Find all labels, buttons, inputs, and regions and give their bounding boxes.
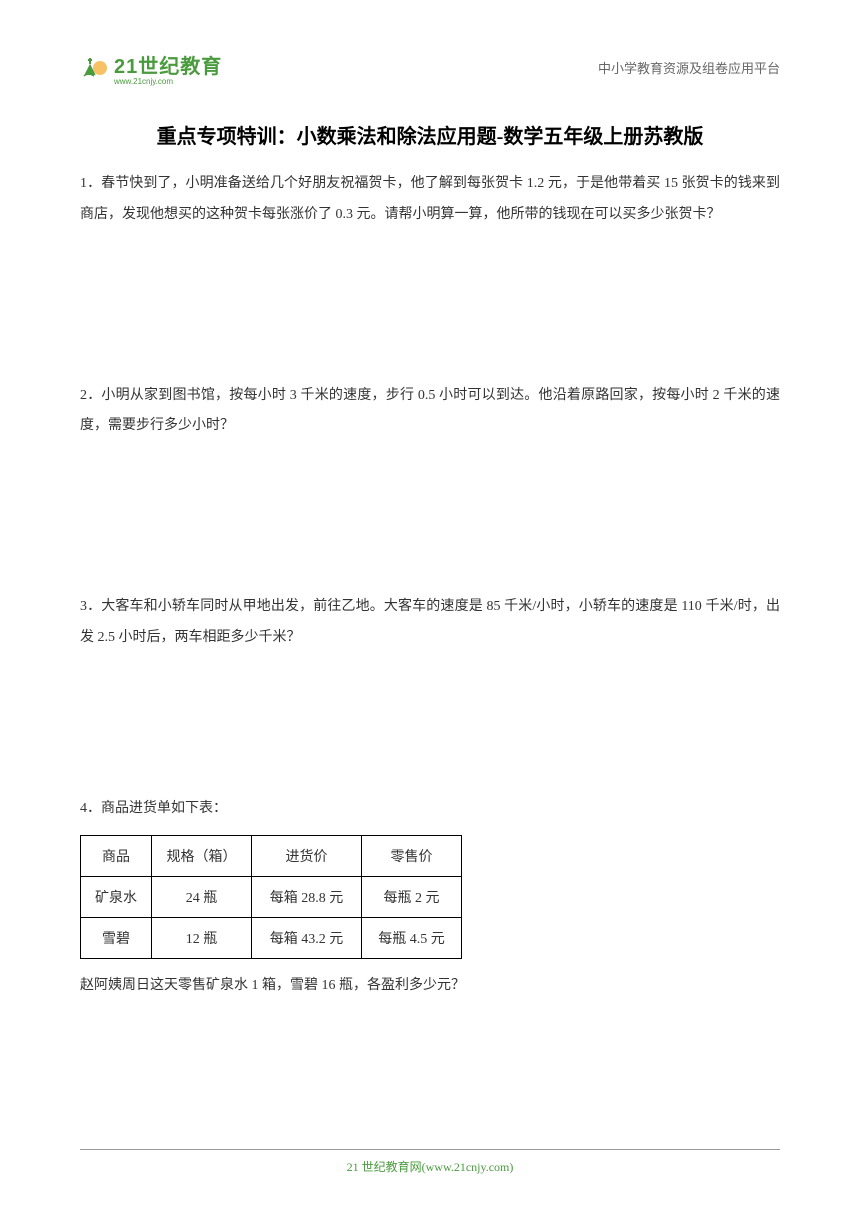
- table-cell: 每瓶 4.5 元: [362, 917, 462, 958]
- footer-text: 21 世纪教育网(www.21cnjy.com): [347, 1160, 514, 1174]
- logo-sub-text: www.21cnjy.com: [114, 77, 222, 86]
- table-cell: 雪碧: [81, 917, 152, 958]
- question-3: 3．大客车和小轿车同时从甲地出发，前往乙地。大客车的速度是 85 千米/小时，小…: [80, 592, 780, 654]
- question-4-intro: 4．商品进货单如下表：: [80, 794, 780, 825]
- page-title: 重点专项特训：小数乘法和除法应用题-数学五年级上册苏教版: [80, 120, 780, 149]
- page-container: 21世纪教育 www.21cnjy.com 中小学教育资源及组卷应用平台 重点专…: [0, 0, 860, 1216]
- goods-table: 商品 规格（箱） 进货价 零售价 矿泉水 24 瓶 每箱 28.8 元 每瓶 2…: [80, 835, 462, 959]
- page-header: 21世纪教育 www.21cnjy.com 中小学教育资源及组卷应用平台: [80, 50, 780, 90]
- question-1: 1．春节快到了，小明准备送给几个好朋友祝福贺卡，他了解到每张贺卡 1.2 元，于…: [80, 169, 780, 231]
- logo-text-wrapper: 21世纪教育 www.21cnjy.com: [114, 50, 222, 86]
- logo-icon: [80, 54, 108, 82]
- table-cell: 每瓶 2 元: [362, 876, 462, 917]
- table-cell: 矿泉水: [81, 876, 152, 917]
- logo-area: 21世纪教育 www.21cnjy.com: [80, 50, 222, 86]
- table-header-cell: 规格（箱）: [152, 835, 252, 876]
- question-4-after-table: 赵阿姨周日这天零售矿泉水 1 箱，雪碧 16 瓶，各盈利多少元？: [80, 971, 780, 1002]
- page-footer: 21 世纪教育网(www.21cnjy.com): [80, 1149, 780, 1176]
- table-header-cell: 零售价: [362, 835, 462, 876]
- header-right-text: 中小学教育资源及组卷应用平台: [598, 58, 780, 77]
- logo-main-text: 21世纪教育: [114, 50, 222, 79]
- table-cell: 每箱 28.8 元: [252, 876, 362, 917]
- table-cell: 24 瓶: [152, 876, 252, 917]
- goods-table-wrapper: 商品 规格（箱） 进货价 零售价 矿泉水 24 瓶 每箱 28.8 元 每瓶 2…: [80, 835, 780, 959]
- table-row: 矿泉水 24 瓶 每箱 28.8 元 每瓶 2 元: [81, 876, 462, 917]
- table-cell: 12 瓶: [152, 917, 252, 958]
- table-header-cell: 商品: [81, 835, 152, 876]
- table-header-row: 商品 规格（箱） 进货价 零售价: [81, 835, 462, 876]
- question-2: 2．小明从家到图书馆，按每小时 3 千米的速度，步行 0.5 小时可以到达。他沿…: [80, 381, 780, 443]
- table-header-cell: 进货价: [252, 835, 362, 876]
- table-cell: 每箱 43.2 元: [252, 917, 362, 958]
- table-row: 雪碧 12 瓶 每箱 43.2 元 每瓶 4.5 元: [81, 917, 462, 958]
